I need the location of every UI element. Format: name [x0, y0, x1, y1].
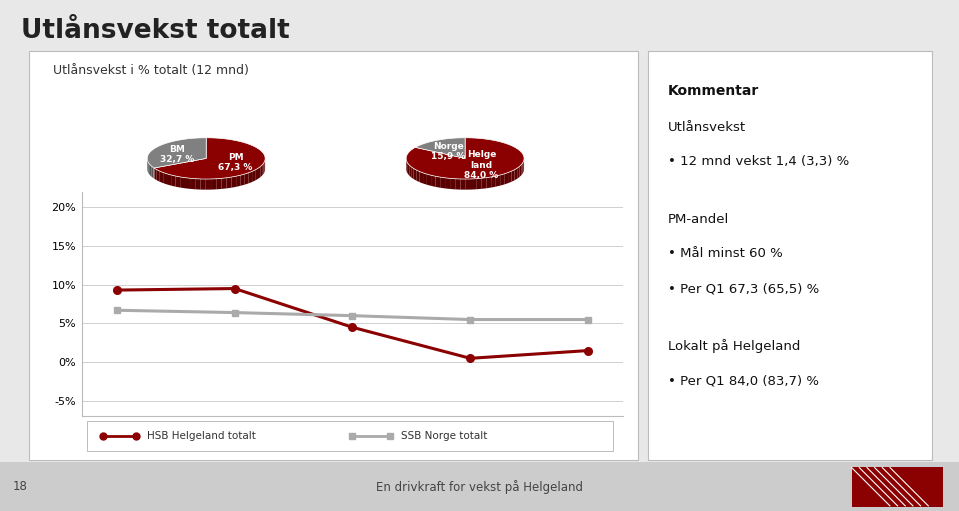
Polygon shape [427, 174, 432, 186]
Text: • Per Q1 67,3 (65,5) %: • Per Q1 67,3 (65,5) % [668, 282, 819, 295]
Polygon shape [522, 163, 523, 175]
Text: 18: 18 [12, 480, 28, 494]
Polygon shape [252, 170, 255, 182]
Polygon shape [149, 162, 150, 175]
Polygon shape [504, 173, 508, 184]
Polygon shape [148, 138, 206, 168]
Polygon shape [248, 171, 252, 183]
Polygon shape [175, 176, 180, 188]
FancyBboxPatch shape [0, 462, 959, 511]
Text: Utlånsvekst i % totalt (12 mnd): Utlånsvekst i % totalt (12 mnd) [53, 64, 248, 77]
Polygon shape [416, 170, 419, 182]
Text: Lokalt på Helgeland: Lokalt på Helgeland [668, 339, 801, 353]
Polygon shape [409, 165, 411, 177]
Polygon shape [471, 179, 477, 190]
Polygon shape [517, 167, 520, 179]
Polygon shape [150, 165, 152, 177]
Polygon shape [245, 173, 248, 184]
Text: Norge
15,9 %: Norge 15,9 % [432, 142, 466, 161]
Text: PM-andel: PM-andel [668, 213, 730, 225]
Polygon shape [264, 161, 265, 174]
Polygon shape [206, 179, 211, 190]
Polygon shape [222, 178, 226, 189]
Polygon shape [413, 169, 416, 180]
Polygon shape [520, 165, 522, 177]
Polygon shape [185, 178, 190, 189]
Polygon shape [152, 166, 154, 179]
Polygon shape [226, 177, 231, 189]
FancyBboxPatch shape [648, 51, 932, 460]
Polygon shape [508, 171, 511, 183]
Polygon shape [167, 174, 171, 185]
Polygon shape [231, 176, 236, 188]
Polygon shape [481, 178, 486, 189]
Text: Utlånsvekst totalt: Utlånsvekst totalt [21, 18, 290, 44]
Polygon shape [258, 167, 260, 179]
Polygon shape [419, 172, 423, 183]
Polygon shape [456, 179, 460, 190]
Polygon shape [511, 170, 515, 182]
Polygon shape [154, 138, 265, 179]
Polygon shape [477, 178, 481, 189]
FancyBboxPatch shape [87, 422, 613, 451]
Text: Helge
land
84,0 %: Helge land 84,0 % [464, 150, 499, 180]
Polygon shape [407, 161, 408, 174]
Polygon shape [496, 175, 501, 187]
Polygon shape [415, 138, 465, 158]
Polygon shape [408, 164, 409, 176]
Polygon shape [486, 177, 491, 188]
Text: En drivkraft for vekst på Helgeland: En drivkraft for vekst på Helgeland [376, 480, 583, 494]
Text: BM
32,7 %: BM 32,7 % [160, 145, 194, 164]
FancyBboxPatch shape [29, 51, 638, 460]
Polygon shape [241, 174, 245, 186]
Polygon shape [156, 170, 160, 182]
Text: Kommentar: Kommentar [668, 84, 760, 98]
Text: HSB Helgeland totalt: HSB Helgeland totalt [147, 431, 255, 440]
Text: • 12 mnd vekst 1,4 (3,3) %: • 12 mnd vekst 1,4 (3,3) % [668, 155, 850, 168]
Polygon shape [445, 178, 450, 189]
FancyBboxPatch shape [852, 467, 943, 507]
Polygon shape [160, 171, 163, 183]
Polygon shape [163, 173, 167, 184]
Polygon shape [466, 179, 471, 190]
Text: Utlånsvekst: Utlånsvekst [668, 121, 746, 133]
Polygon shape [407, 138, 524, 179]
Polygon shape [460, 179, 466, 190]
Polygon shape [154, 168, 156, 180]
Polygon shape [440, 177, 445, 189]
Polygon shape [171, 175, 175, 187]
Polygon shape [260, 165, 262, 177]
Polygon shape [515, 168, 517, 180]
Polygon shape [200, 179, 206, 190]
Polygon shape [190, 178, 196, 189]
Polygon shape [491, 176, 496, 188]
Text: • Per Q1 84,0 (83,7) %: • Per Q1 84,0 (83,7) % [668, 374, 819, 387]
Polygon shape [217, 178, 222, 190]
Polygon shape [432, 175, 435, 187]
Polygon shape [262, 163, 264, 175]
Polygon shape [255, 168, 258, 180]
Polygon shape [435, 176, 440, 188]
Polygon shape [180, 177, 185, 188]
Text: PM
67,3 %: PM 67,3 % [219, 153, 252, 172]
Polygon shape [423, 173, 427, 185]
Text: • Mål minst 60 %: • Mål minst 60 % [668, 247, 783, 260]
Polygon shape [236, 175, 241, 187]
Text: SSB Norge totalt: SSB Norge totalt [401, 431, 487, 440]
Polygon shape [211, 179, 217, 190]
Polygon shape [411, 167, 413, 179]
Polygon shape [501, 174, 504, 185]
Polygon shape [450, 178, 456, 190]
Polygon shape [196, 179, 200, 190]
